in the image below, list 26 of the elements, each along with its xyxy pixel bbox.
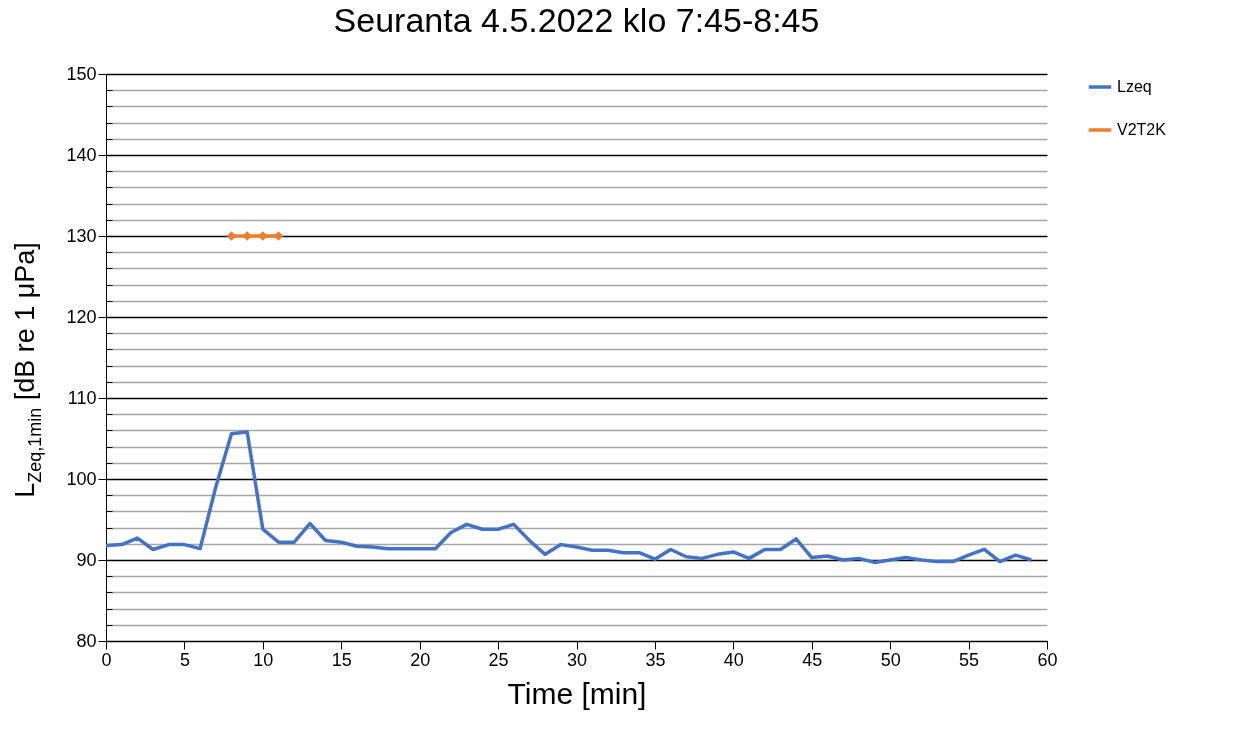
x-tick-label: 0 [101, 649, 112, 670]
x-tick-label: 35 [645, 649, 666, 670]
y-tick-label: 110 [67, 387, 97, 408]
x-tick-label: 25 [488, 649, 509, 670]
x-tick-label: 5 [179, 649, 190, 670]
x-tick-label: 45 [802, 649, 823, 670]
legend-label: V2T2K [1117, 121, 1167, 138]
x-tick-label: 20 [410, 649, 431, 670]
y-tick-label: 80 [76, 630, 97, 651]
x-tick-label: 55 [959, 649, 980, 670]
y-tick-label: 140 [66, 144, 97, 165]
x-tick-label: 60 [1037, 649, 1058, 670]
y-tick-label: 120 [66, 306, 97, 327]
x-tick-label: 15 [331, 649, 352, 670]
x-tick-label: 30 [566, 649, 588, 670]
y-tick-label: 100 [66, 468, 97, 489]
chart-title: Seuranta 4.5.2022 klo 7:45-8:45 [333, 1, 820, 39]
y-tick-label: 130 [66, 225, 97, 246]
x-tick-label: 50 [880, 649, 901, 670]
x-tick-label: 40 [723, 649, 744, 670]
y-tick-label: 150 [66, 63, 97, 84]
legend-label: Lzeq [1117, 78, 1152, 95]
y-tick-label: 90 [76, 549, 97, 570]
line-series [104, 430, 1034, 565]
x-tick-label: 10 [253, 649, 274, 670]
x-axis-title: Time [min] [507, 676, 647, 710]
